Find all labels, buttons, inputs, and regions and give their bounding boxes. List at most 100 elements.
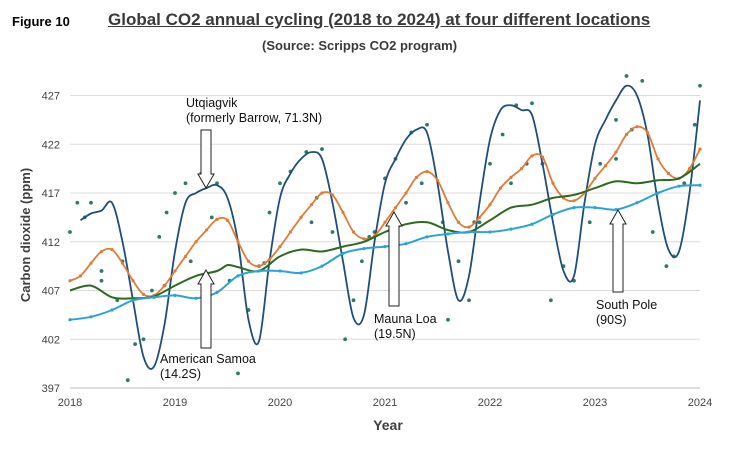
- scatter-point: [267, 210, 272, 215]
- series-point-mauna_loa: [225, 218, 230, 222]
- series-point-south_pole: [173, 293, 177, 297]
- scatter-point: [133, 342, 138, 347]
- series-point-mauna_loa: [236, 240, 240, 244]
- scatter-point: [89, 200, 93, 205]
- scatter-point: [549, 298, 553, 303]
- y-tick-label: 412: [42, 237, 60, 249]
- y-tick-label: 402: [42, 334, 60, 346]
- scatter-point: [488, 161, 492, 166]
- scatter-point: [141, 337, 146, 342]
- scatter-point: [351, 298, 356, 303]
- series-point-mauna_loa: [456, 220, 461, 224]
- gridlines: [70, 95, 700, 389]
- series-point-mauna_loa: [330, 193, 335, 197]
- arrow-south-pole: [609, 208, 627, 293]
- series-point-south_pole: [593, 206, 597, 210]
- series-point-south_pole: [257, 269, 261, 273]
- series-point-mauna_loa: [78, 274, 83, 278]
- annotation-mauna-loa-line1: Mauna Loa: [374, 312, 437, 326]
- series-point-mauna_loa: [666, 171, 671, 176]
- annotation-samoa-line1: American Samoa: [160, 352, 256, 366]
- y-tick-label: 417: [42, 188, 60, 200]
- x-tick-label: 2019: [163, 397, 187, 409]
- arrow-mauna-loa: [385, 210, 403, 307]
- series-line-mauna_loa: [69, 125, 701, 298]
- scatter-point: [173, 191, 177, 195]
- annotation-arrows: [197, 129, 627, 349]
- series-point-mauna_loa: [488, 203, 492, 207]
- series-point-mauna_loa: [656, 157, 660, 161]
- series-point-mauna_loa: [425, 169, 429, 174]
- series-point-mauna_loa: [89, 261, 93, 265]
- y-tick-label: 427: [42, 91, 60, 103]
- scatter-point: [157, 234, 162, 239]
- series-point-mauna_loa: [509, 175, 513, 179]
- series-point-mauna_loa: [183, 254, 188, 258]
- series-point-mauna_loa: [467, 225, 471, 229]
- series-point-south_pole: [509, 227, 513, 231]
- y-tick-label: 397: [42, 383, 60, 395]
- scatter-point: [587, 220, 592, 225]
- series-point-mauna_loa: [551, 181, 555, 185]
- scatter-point: [343, 337, 347, 342]
- scatter-point: [682, 181, 687, 186]
- scatter-point: [640, 78, 645, 83]
- series-point-mauna_loa: [320, 191, 324, 195]
- series-point-south_pole: [320, 264, 324, 268]
- x-tick-label: 2020: [268, 397, 292, 409]
- annotation-utqiagvik-line2: (formerly Barrow, 71.3N): [186, 111, 323, 125]
- x-tick-label: 2022: [478, 397, 502, 409]
- series-point-mauna_loa: [173, 269, 177, 273]
- series-point-south_pole: [677, 184, 681, 188]
- series-point-mauna_loa: [614, 150, 618, 154]
- arrow-american-samoa: [197, 268, 215, 349]
- series-point-mauna_loa: [404, 191, 408, 195]
- series-point-mauna_loa: [351, 230, 356, 234]
- scatter-point: [404, 200, 408, 205]
- series-point-mauna_loa: [698, 147, 702, 151]
- scatter-point: [509, 181, 513, 186]
- series-point-mauna_loa: [120, 261, 125, 265]
- scatter-point: [650, 230, 655, 234]
- series-point-south_pole: [89, 315, 93, 319]
- scatter-point: [309, 220, 314, 225]
- series-point-south_pole: [299, 271, 303, 275]
- series-point-south_pole: [530, 222, 534, 226]
- series-point-mauna_loa: [246, 259, 251, 263]
- series-point-mauna_loa: [624, 132, 629, 137]
- scatter-point: [614, 117, 618, 122]
- y-axis-label: Carbon dioxide (ppm): [18, 168, 33, 302]
- series-point-mauna_loa: [540, 155, 545, 159]
- annotation-utqiagvik: Utqiagvik (formerly Barrow, 71.3N): [186, 96, 322, 126]
- scatter-point: [188, 259, 193, 264]
- series-point-mauna_loa: [204, 228, 209, 232]
- series-point-south_pole: [425, 235, 429, 239]
- scatter-point: [164, 210, 169, 215]
- scatter-point: [125, 378, 130, 383]
- scatter-point: [330, 230, 335, 234]
- series-point-south_pole: [194, 296, 198, 300]
- scatter-point: [320, 147, 324, 152]
- x-tick-label: 2018: [58, 397, 82, 409]
- series-point-south_pole: [467, 230, 471, 234]
- series-point-mauna_loa: [99, 249, 104, 254]
- series-point-south_pole: [131, 298, 135, 302]
- series-lines: [68, 84, 702, 370]
- scatter-point: [209, 215, 214, 220]
- scatter-point: [692, 122, 697, 127]
- series-point-south_pole: [698, 183, 702, 187]
- series-point-mauna_loa: [393, 206, 398, 210]
- series-point-south_pole: [551, 212, 555, 217]
- series-point-mauna_loa: [141, 292, 146, 296]
- series-point-mauna_loa: [309, 203, 314, 207]
- x-tick-label: 2023: [583, 397, 607, 409]
- series-point-south_pole: [446, 232, 450, 236]
- annotation-south-pole-line1: South Pole: [596, 298, 658, 312]
- scatter-point: [360, 259, 364, 264]
- series-point-south_pole: [68, 318, 72, 322]
- x-axis-label: Year: [373, 417, 403, 433]
- annotation-mauna-loa-line2: (19.5N): [374, 327, 416, 341]
- series-point-mauna_loa: [530, 154, 534, 158]
- series-point-south_pole: [278, 269, 282, 273]
